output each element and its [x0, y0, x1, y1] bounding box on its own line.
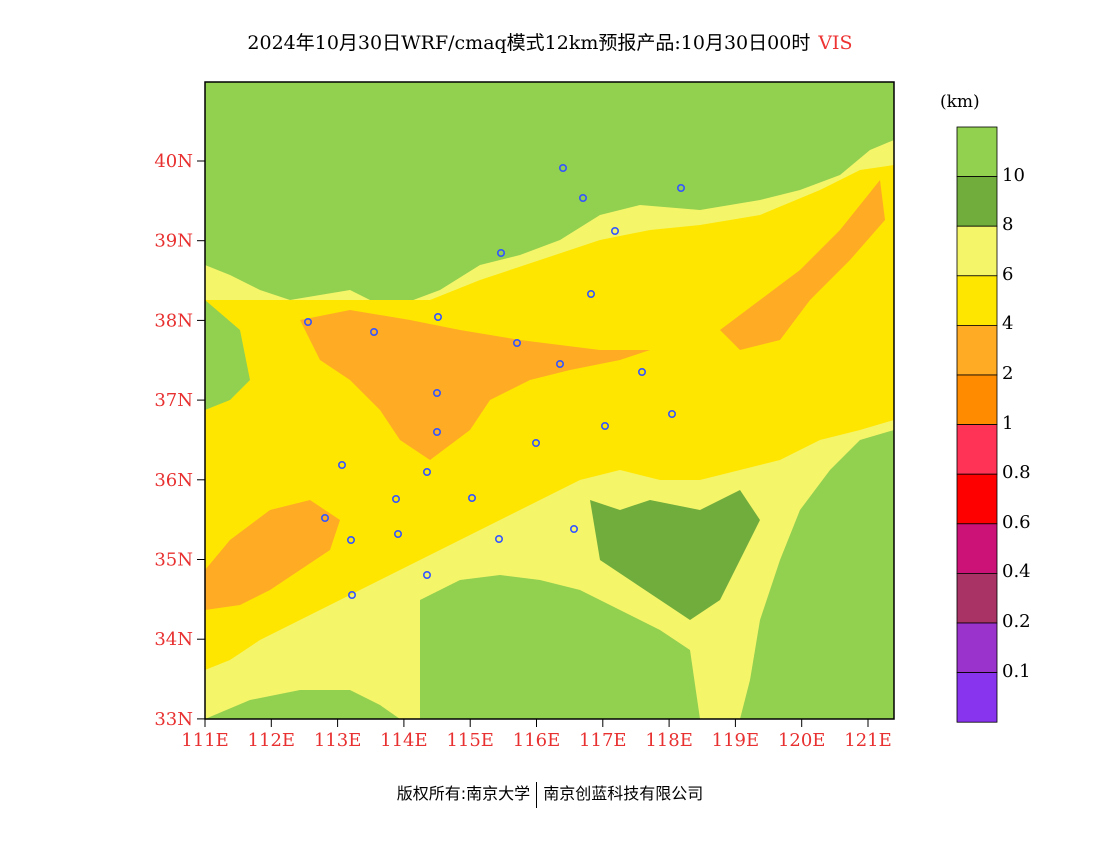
colorbar-label: 0.2 [1002, 611, 1031, 632]
lat-label: 38N [154, 310, 193, 331]
colorbar-label: 1 [1002, 412, 1014, 434]
colorbar [956, 126, 998, 723]
colorbar-segment [956, 672, 998, 723]
lon-label: 113E [314, 730, 362, 751]
station-marker [494, 534, 503, 543]
lon-label: 116E [513, 730, 561, 751]
zone-orange-2-central [300, 310, 650, 460]
latitude-axis: 40N 39N 38N 37N 36N 35N 34N 33N [154, 151, 205, 730]
lat-label: 40N [154, 151, 193, 172]
lon-label: 114E [380, 730, 428, 751]
colorbar-label: 0.4 [1002, 561, 1031, 583]
station-marker [558, 164, 567, 173]
station-marker [667, 409, 676, 418]
colorbar-segment [956, 374, 998, 425]
colorbar-segment [956, 324, 998, 376]
station-marker [346, 535, 355, 544]
lon-label: 121E [844, 730, 892, 751]
zone-south-green-2 [205, 690, 400, 719]
station-marker [433, 312, 442, 321]
colorbar-unit: (km) [940, 92, 980, 112]
station-marker [432, 427, 441, 436]
colorbar-label: 4 [1002, 313, 1014, 335]
station-marker [586, 289, 595, 298]
footer-right: 南京创蓝科技有限公司 [543, 784, 704, 803]
colorbar-segment [956, 424, 998, 475]
map-title: 2024年10月30日WRF/cmaq模式12km预报产品:10月30日00时 V… [0, 28, 1100, 55]
colorbar-label: 0.8 [1002, 462, 1031, 484]
zone-north-green [205, 82, 894, 305]
station-marker [637, 367, 646, 376]
colorbar-segment [956, 225, 998, 277]
colorbar-label: 6 [1002, 263, 1014, 285]
station-marker [569, 524, 578, 533]
lon-label: 112E [248, 730, 296, 751]
map-field [205, 82, 894, 719]
station-marker [303, 317, 312, 326]
station-marker [467, 493, 476, 502]
zone-orange-2-sw [205, 500, 340, 610]
station-marker [610, 227, 619, 236]
variable-label: VIS [818, 32, 853, 54]
station-marker [393, 529, 402, 538]
lon-label: 111E [181, 730, 229, 751]
colorbar-segment [956, 176, 998, 227]
colorbar-label: 8 [1002, 214, 1014, 236]
lat-label: 36N [154, 470, 193, 491]
station-marker [320, 513, 329, 522]
zone-dark-green [590, 490, 760, 620]
zone-sw-green [205, 300, 250, 410]
lon-label: 119E [712, 730, 760, 751]
colorbar-segment [956, 523, 998, 574]
station-marker [496, 249, 505, 258]
station-marker [512, 338, 521, 347]
lat-label: 33N [154, 709, 193, 730]
station-markers [303, 164, 685, 599]
zone-orange-2-east [720, 180, 885, 350]
station-marker [676, 184, 685, 193]
copyright-footer: 版权所有:南京大学 南京创蓝科技有限公司 [0, 780, 1100, 808]
station-marker [391, 494, 400, 503]
station-marker [531, 438, 540, 447]
zone-east-green [740, 430, 894, 719]
colorbar-segment [956, 126, 998, 177]
lon-label: 118E [645, 730, 693, 751]
lat-label: 37N [154, 390, 193, 411]
lon-label: 115E [446, 730, 494, 751]
station-marker [347, 590, 356, 599]
station-marker [337, 460, 346, 469]
station-marker [422, 570, 431, 579]
colorbar-segment [956, 573, 998, 624]
footer-divider [536, 781, 538, 808]
zone-yellow-4 [205, 165, 894, 670]
footer-left: 版权所有:南京大学 [396, 784, 531, 803]
colorbar-label: 2 [1002, 363, 1014, 384]
station-marker [432, 388, 441, 397]
zone-south-green [420, 575, 700, 719]
lat-label: 34N [154, 629, 193, 650]
colorbar-segment [956, 473, 998, 525]
lon-label: 120E [778, 730, 826, 751]
title-text: 2024年10月30日WRF/cmaq模式12km预报产品:10月30日00时 [247, 32, 811, 54]
station-marker [422, 467, 431, 476]
lon-label: 117E [579, 730, 627, 751]
station-marker [369, 327, 378, 336]
longitude-axis: 111E 112E 113E 114E 115E 116E 117E 118E 119E 120E… [181, 719, 892, 751]
station-marker [578, 194, 587, 203]
colorbar-segment [956, 275, 998, 326]
colorbar-segment [956, 622, 998, 673]
station-marker [600, 421, 609, 430]
colorbar-label: 10 [1002, 164, 1025, 186]
colorbar-label: 0.6 [1002, 511, 1031, 533]
lat-label: 35N [154, 550, 193, 571]
station-marker [555, 359, 564, 368]
lat-label: 39N [154, 231, 193, 252]
colorbar-label: 0.1 [1002, 660, 1031, 682]
